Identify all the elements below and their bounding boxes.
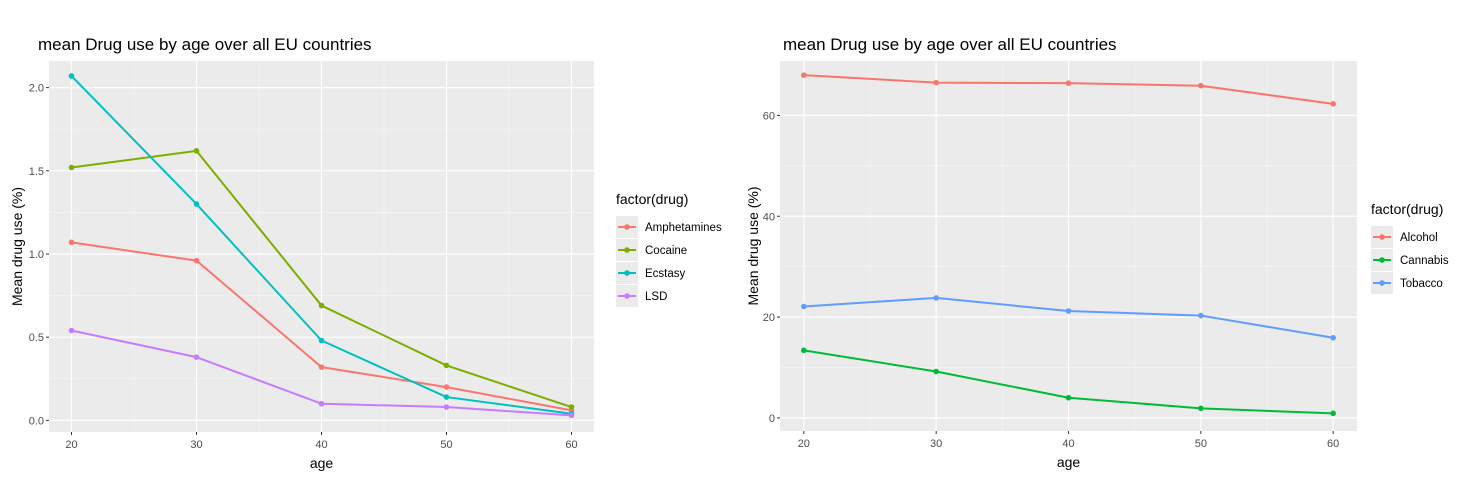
chart-1-x-tick-label: 20 (65, 439, 77, 451)
chart-1-point-lsd (193, 354, 200, 360)
chart-right-svg: mean Drug use by age over all EU countri… (745, 35, 1449, 470)
chart-2-x-axis-title: age (1057, 454, 1081, 470)
chart-1-legend-title: factor(drug) (616, 191, 688, 207)
chart-1-point-cocaine (443, 362, 450, 369)
chart-2-point-tobacco (933, 295, 939, 301)
chart-2-point-alcohol (801, 72, 807, 78)
chart-1-point-amphetamines (318, 364, 325, 370)
chart-2-point-tobacco (1198, 312, 1204, 319)
chart-2-legend-key-point-alcohol (1379, 234, 1385, 240)
chart-right: mean Drug use by age over all EU countri… (737, 0, 1473, 491)
chart-1-legend-label-amphetamines: Amphetamines (645, 222, 722, 234)
chart-2-point-tobacco (801, 303, 807, 310)
chart-1-point-lsd (568, 412, 575, 419)
chart-2-title: mean Drug use by age over all EU countri… (783, 35, 1117, 54)
chart-2-legend-key-point-cannabis (1379, 257, 1385, 263)
chart-2-y-tick-label: 0 (769, 413, 775, 425)
chart-2-point-cannabis (1330, 410, 1336, 417)
chart-1-point-cocaine (568, 404, 575, 410)
chart-1-point-cocaine (68, 164, 75, 171)
chart-2-y-tick-label: 60 (763, 110, 775, 122)
chart-2-y-tick-label: 20 (763, 312, 775, 324)
chart-1-x-tick-label: 60 (565, 439, 577, 451)
chart-2-point-alcohol (1065, 80, 1072, 86)
chart-2-x-tick-label: 50 (1195, 438, 1207, 450)
chart-left-svg: mean Drug use by age over all EU countri… (9, 35, 722, 471)
chart-1-x-axis-title: age (310, 455, 334, 471)
chart-1-point-lsd (68, 327, 75, 334)
chart-1-legend-label-lsd: LSD (645, 291, 667, 303)
chart-2-x-tick-label: 40 (1062, 438, 1074, 450)
chart-2-x-tick-label: 30 (930, 438, 942, 450)
chart-2-point-cannabis (801, 347, 807, 354)
chart-1-x-tick-label: 40 (315, 439, 327, 451)
chart-2-point-cannabis (933, 368, 939, 375)
chart-2-point-alcohol (1330, 101, 1336, 107)
chart-1-point-amphetamines (68, 239, 75, 246)
chart-1-x-tick-label: 30 (190, 439, 202, 451)
chart-1-y-tick-label: 2.0 (29, 83, 44, 95)
chart-1-y-tick-label: 1.5 (29, 166, 44, 178)
chart-2-legend-key-point-tobacco (1379, 280, 1385, 286)
chart-1-point-cocaine (318, 302, 325, 309)
chart-1-x-tick-label: 50 (440, 439, 452, 451)
chart-2-point-cannabis (1198, 405, 1204, 412)
chart-1-y-tick-label: 1.0 (29, 249, 44, 261)
chart-1-point-amphetamines (443, 384, 450, 390)
chart-2-point-alcohol (1198, 82, 1204, 89)
chart-1-legend-label-ecstasy: Ecstasy (645, 268, 686, 280)
chart-1-legend-key-point-ecstasy (624, 270, 630, 276)
chart-1-title: mean Drug use by age over all EU countri… (38, 35, 372, 54)
chart-2-y-tick-label: 40 (763, 211, 775, 223)
chart-2-point-tobacco (1065, 308, 1072, 314)
chart-1-point-ecstasy (443, 394, 450, 400)
chart-1-point-lsd (443, 404, 450, 410)
chart-1-y-tick-label: 0.0 (29, 415, 44, 427)
chart-1-y-axis-title: Mean drug use (%) (9, 187, 25, 306)
chart-1-legend-key-point-lsd (624, 293, 630, 299)
chart-1-legend-key-point-amphetamines (624, 224, 630, 230)
chart-1-point-lsd (318, 400, 325, 407)
chart-2-point-tobacco (1330, 334, 1336, 341)
chart-1-legend-key-point-cocaine (624, 247, 630, 253)
chart-1-legend-label-cocaine: Cocaine (645, 245, 687, 257)
chart-2-legend-label-cannabis: Cannabis (1400, 255, 1449, 267)
chart-1-point-ecstasy (193, 201, 200, 207)
chart-2-legend-title: factor(drug) (1371, 201, 1443, 217)
chart-1-point-ecstasy (318, 337, 325, 344)
chart-1-point-cocaine (193, 148, 200, 154)
chart-2-x-tick-label: 20 (798, 438, 810, 450)
chart-2-point-alcohol (933, 79, 939, 86)
chart-2-y-axis-title: Mean drug use (%) (745, 186, 761, 305)
chart-2-legend-label-tobacco: Tobacco (1400, 278, 1443, 290)
chart-2-legend-label-alcohol: Alcohol (1400, 232, 1438, 244)
chart-1-y-tick-label: 0.5 (29, 332, 44, 344)
chart-2-point-cannabis (1065, 394, 1072, 401)
chart-1-point-amphetamines (193, 257, 200, 264)
chart-2-x-tick-label: 60 (1327, 438, 1339, 450)
chart-left: mean Drug use by age over all EU countri… (9, 35, 722, 471)
chart-1-point-ecstasy (68, 73, 75, 79)
